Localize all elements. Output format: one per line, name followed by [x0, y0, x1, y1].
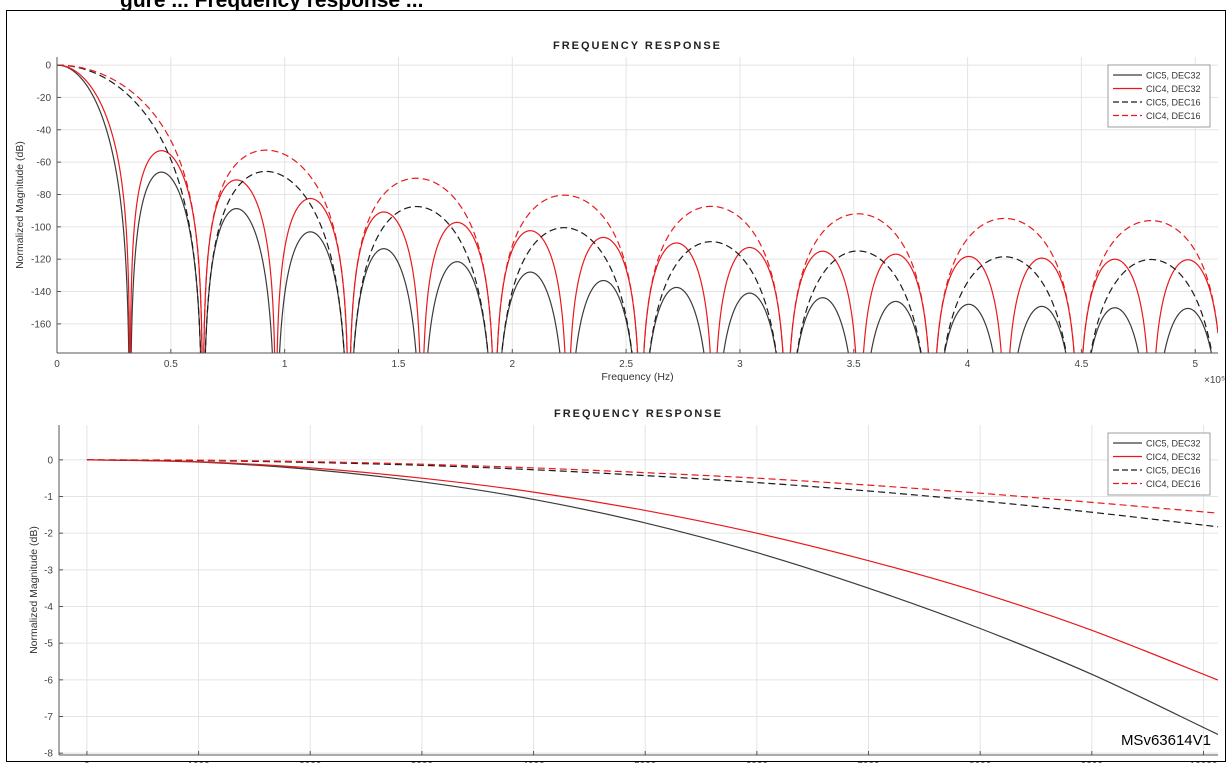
x-tick-label: 1000 — [187, 761, 210, 763]
y-tick-label: 0 — [47, 455, 53, 466]
y-tick-label: -1 — [44, 492, 53, 503]
x-tick-label: 4.5 — [1074, 359, 1088, 370]
y-tick-label: -140 — [31, 287, 51, 298]
y-tick-label: -8 — [44, 749, 53, 760]
series-line — [57, 64, 1212, 353]
chart-title: FREQUENCY RESPONSE — [553, 40, 722, 52]
x-tick-label: 4 — [965, 359, 971, 370]
series-line — [86, 459, 1218, 514]
x-tick-label: 2 — [510, 359, 516, 370]
y-tick-label: -6 — [44, 675, 53, 686]
x-tick-label: 3 — [737, 359, 743, 370]
legend: CIC5, DEC32 CIC4, DEC32 CIC5, DEC16 CIC4, D… — [1107, 432, 1211, 496]
x-tick-label: 10000 — [1190, 761, 1218, 763]
y-tick-label: -100 — [31, 222, 51, 233]
x-tick-label: 3.5 — [847, 359, 861, 370]
x-tick-label: 3000 — [411, 761, 434, 763]
x-tick-label: 0 — [84, 761, 90, 763]
y-tick-label: 0 — [45, 61, 51, 72]
figure-frame: 0 0.5 1 1.5 2 2.5 3 3.5 4 4.5 5 0 -20 -40 -60 -80 -100 -1… — [6, 10, 1226, 763]
y-axis-label: Normalized Magnitude (dB) — [28, 526, 40, 654]
x-tick-label: 4000 — [522, 761, 545, 763]
y-tick-label: -3 — [44, 565, 53, 576]
x-tick-label: 5 — [1192, 359, 1198, 370]
legend: CIC5, DEC32 CIC4, DEC32 CIC5, DEC16 CIC4, D… — [1107, 64, 1211, 128]
x-tick-label: 7000 — [857, 761, 880, 763]
x-axis-label: Frequency (Hz) — [601, 371, 673, 383]
legend-entry: CIC4, DEC16 — [1146, 479, 1201, 489]
y-tick-label: -2 — [44, 529, 53, 540]
series-line — [86, 459, 1218, 735]
chart-bottom: 0 1000 2000 3000 4000 5000 6000 7000 8000 9000 100… — [28, 408, 1218, 763]
series-line — [57, 64, 1213, 353]
legend-entry: CIC5, DEC16 — [1146, 466, 1201, 476]
x-tick-label: 9000 — [1081, 761, 1104, 763]
x-tick-label: 0 — [54, 359, 60, 370]
y-tick-label: -5 — [44, 639, 53, 650]
x-tick-label: 8000 — [969, 761, 992, 763]
legend-entry: CIC4, DEC32 — [1146, 84, 1201, 94]
x-tick-label: 2000 — [299, 761, 322, 763]
series-group — [86, 459, 1218, 735]
legend-entry: CIC4, DEC16 — [1146, 111, 1201, 121]
series-group — [57, 64, 1218, 353]
figure-id: MSv63614V1 — [1120, 732, 1211, 749]
y-tick-label: -160 — [31, 319, 51, 330]
y-tick-label: -20 — [37, 93, 52, 104]
y-axis-label: Normalized Magnitude (dB) — [14, 141, 26, 269]
plot-area — [57, 57, 1218, 353]
series-line — [86, 459, 1218, 681]
chart-top: 0 0.5 1 1.5 2 2.5 3 3.5 4 4.5 5 0 -20 -40 -60 -80 -100 -1… — [14, 40, 1225, 386]
y-tick-label: -40 — [37, 125, 52, 136]
figure-canvas: 0 0.5 1 1.5 2 2.5 3 3.5 4 4.5 50-20-40-60-80-100-1… — [14, 40, 1225, 763]
series-line — [57, 64, 1218, 353]
x-tick-label: 5000 — [634, 761, 657, 763]
plot-area — [59, 425, 1218, 755]
y-tick-label: -4 — [44, 602, 53, 613]
legend-entry: CIC5, DEC32 — [1146, 71, 1201, 81]
x-tick-label: 2.5 — [619, 359, 633, 370]
legend-box — [1107, 432, 1211, 496]
chart-title: FREQUENCY RESPONSE — [554, 408, 723, 420]
legend-entry: CIC5, DEC16 — [1146, 98, 1201, 108]
x-exponent-label: ×10⁵ — [1204, 375, 1225, 386]
y-tick-label: -7 — [44, 712, 53, 723]
x-tick-label: 0.5 — [164, 359, 178, 370]
series-line — [86, 459, 1218, 528]
grid — [56, 57, 1218, 353]
legend-entry: CIC5, DEC32 — [1146, 439, 1201, 449]
y-tick-label: -60 — [37, 158, 52, 169]
x-tick-label: 1 — [282, 359, 288, 370]
figure-heading: gure ... Frequency response ... — [120, 0, 424, 12]
y-tick-label: -120 — [31, 255, 51, 266]
y-tick-label: -80 — [37, 190, 52, 201]
x-tick-label: 6000 — [746, 761, 769, 763]
legend-entry: CIC4, DEC32 — [1146, 452, 1201, 462]
x-tick-label: 1.5 — [392, 359, 406, 370]
